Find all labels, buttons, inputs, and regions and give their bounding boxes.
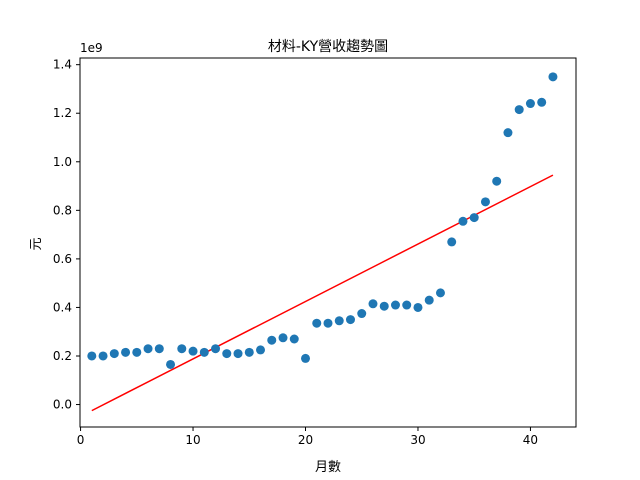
scatter-point [222,349,232,359]
y-offset-label: 1e9 [80,41,103,55]
y-tick-label: 0.2 [53,349,72,363]
x-tick-label: 40 [523,433,538,447]
scatter-point [267,335,277,345]
plot-frame [79,57,577,428]
plot-marks [87,72,558,412]
scatter-point [211,344,221,354]
scatter-point [345,315,355,325]
y-tick-label: 0.0 [53,398,72,412]
scatter-point [402,300,412,310]
scatter-point [289,334,299,344]
scatter-point [98,351,108,361]
x-tick-label: 0 [77,433,85,447]
scatter-point [413,302,423,312]
scatter-point [503,128,513,138]
scatter-point [435,288,445,298]
scatter-point [368,299,378,309]
y-tick-label: 1.2 [53,106,72,120]
scatter-point [87,351,97,361]
scatter-point [132,347,142,357]
scatter-point [548,72,558,82]
scatter-point [334,316,344,326]
scatter-point [199,347,209,357]
scatter-point [458,216,468,226]
y-tick-label: 0.4 [53,300,72,314]
scatter-point [256,345,266,355]
y-tick-label: 1.4 [53,58,72,72]
scatter-point [301,353,311,363]
scatter-point [323,318,333,328]
scatter-point [177,344,187,354]
axes: 0 10 20 30 40 0.0 0.2 0.4 0.6 0.8 1.0 1.2 1.4 [53,58,538,447]
x-axis-label: 月數 [315,460,341,475]
scatter-point [525,99,535,109]
y-tick-label: 1.0 [53,155,72,169]
scatter-point [379,301,389,311]
scatter-point [492,176,502,186]
scatter-point [166,359,176,369]
scatter-point [514,105,524,115]
scatter-point [188,346,198,356]
x-tick-label: 10 [185,433,200,447]
y-axis-label: 元 [29,237,44,250]
scatter-point [143,344,153,354]
scatter-point [424,295,434,305]
x-tick-label: 20 [298,433,313,447]
scatter-point [390,300,400,310]
scatter-point [233,349,243,359]
x-tick-label: 30 [410,433,425,447]
scatter-point [312,318,322,328]
scatter-point [121,347,131,357]
scatter-point [469,213,479,223]
scatter-point [109,349,119,359]
scatter-point [357,309,367,319]
scatter-point [447,237,457,247]
y-tick-label: 0.8 [53,203,72,217]
scatter-point [278,333,288,343]
chart-title: 材料-KY營收趨勢圖 [268,39,388,55]
scatter-point [537,97,547,107]
scatter-point [154,344,164,354]
y-tick-label: 0.6 [53,252,72,266]
scatter-point [244,347,254,357]
scatter-point [480,197,490,207]
